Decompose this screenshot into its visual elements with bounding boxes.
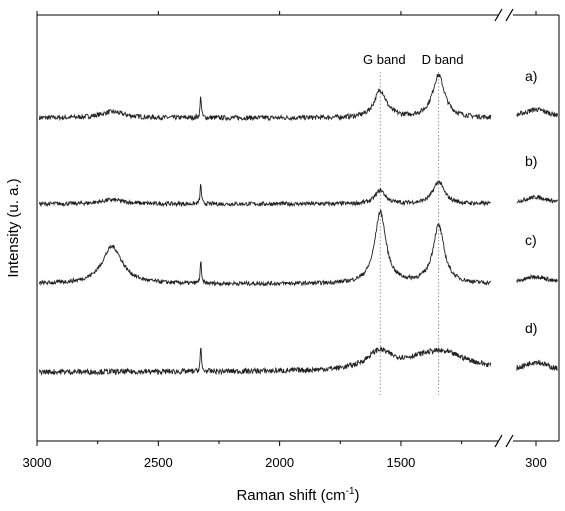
x-tick-label-2000: 2000 [265,455,294,470]
trace-break-c [516,273,558,283]
plot-frame [36,14,560,442]
trace-label-a: a) [525,68,537,84]
trace-break-b [516,194,558,204]
x-ticks: 3000 2500 2000 1500 300 [23,11,547,470]
band-labels: G band D band [363,52,464,67]
trace-c [38,209,492,287]
axis-break-marks [494,8,514,448]
trace-label-b: b) [525,153,537,169]
x-tick-label-300: 300 [525,455,547,470]
break-mark-bottom-1 [494,434,503,448]
x-axis-title: Raman shift (cm-1) [236,486,359,504]
y-axis-title: Intensity (u. a.) [5,178,22,277]
band-label-0: G band [363,52,406,67]
trace-break-a [516,107,558,118]
trace-label-d: d) [525,320,537,336]
break-mark-top-2 [505,8,514,22]
x-tick-label-2500: 2500 [144,455,173,470]
trace-d [38,346,492,377]
trace-a [38,73,492,122]
x-tick-label-3000: 3000 [23,455,52,470]
trace-b [38,180,491,208]
break-mark-bottom-2 [505,434,514,448]
trace-labels: a) b) c) d) [525,68,537,336]
trace-label-c: c) [525,232,537,248]
band-label-1: D band [422,52,464,67]
spectra-traces [38,73,558,377]
band-guide-lines [379,72,440,395]
trace-break-d [516,359,558,372]
x-tick-label-1500: 1500 [386,455,415,470]
break-mark-top-1 [494,8,503,22]
